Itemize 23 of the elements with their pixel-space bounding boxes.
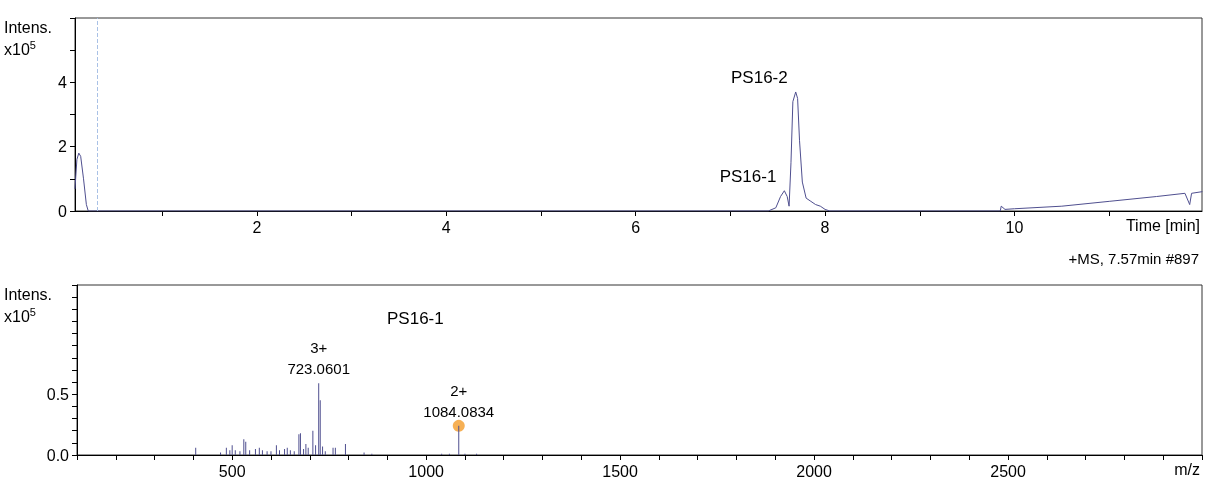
x-tick-label: 2000 [796, 462, 832, 480]
annotation: 2+ 1084.0834 [423, 381, 495, 420]
x-tick-label: 2 [252, 218, 262, 236]
y-tick-label: 0.5 [46, 385, 70, 403]
annotation: PS16-1 [387, 309, 444, 328]
text: +MS, 7.57min #897 [1068, 250, 1199, 267]
x-tick-label: 2500 [990, 462, 1026, 480]
x-axis-title: m/z [1174, 460, 1201, 478]
annotation: PS16-2 [731, 67, 788, 87]
y-tick-label: 0 [58, 202, 68, 220]
annotation: PS16-1 [719, 166, 777, 186]
x-tick-label: 8 [820, 218, 830, 236]
x-tick-label: 500 [218, 462, 246, 480]
x-axis-title: Time [min] [1125, 216, 1200, 234]
x-tick-label: 10 [1005, 218, 1024, 236]
annotation: 3+ 723.0601 [287, 339, 350, 378]
y-tick-label: 4 [58, 73, 68, 91]
x-tick-label: 1000 [408, 462, 445, 480]
x-tick-label: 6 [631, 218, 641, 236]
x-tick-label: 4 [441, 218, 451, 236]
y-tick-label: 0.0 [46, 446, 70, 464]
x-tick-label: 1500 [602, 462, 638, 480]
y-tick-label: 2 [58, 138, 68, 156]
